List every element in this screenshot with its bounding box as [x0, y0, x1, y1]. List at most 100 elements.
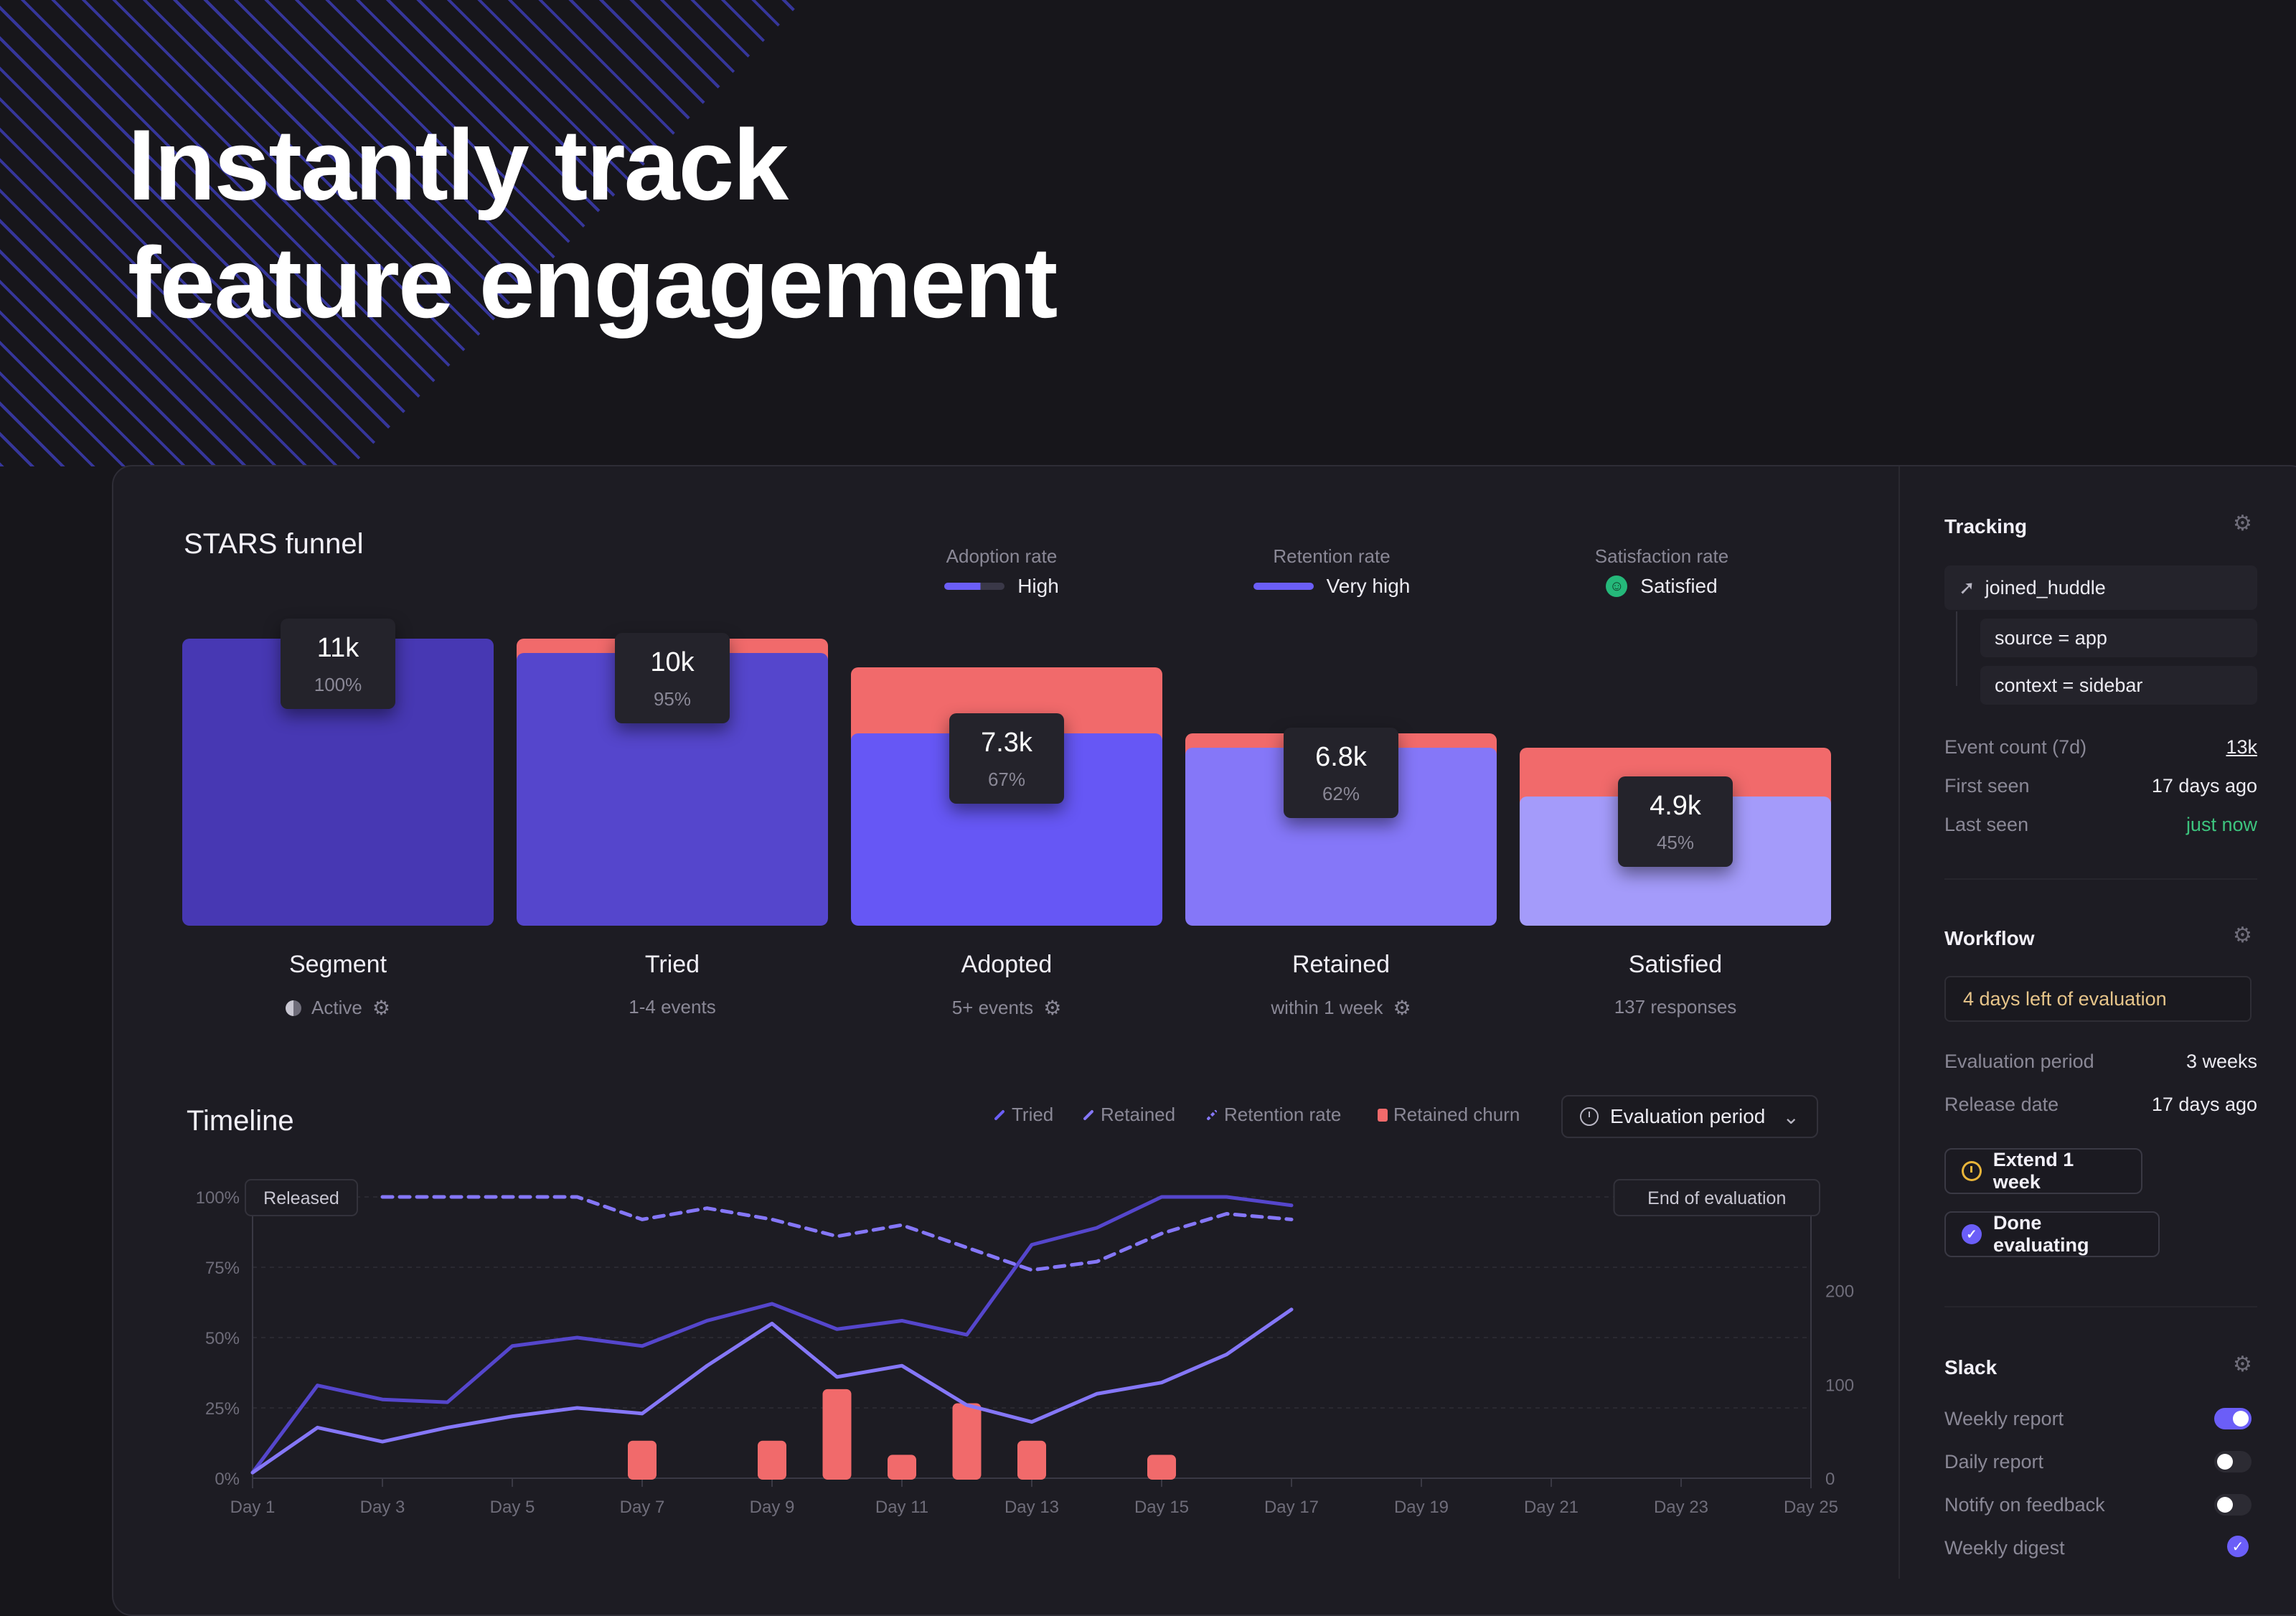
smile-icon: ☺: [1606, 576, 1628, 597]
x-tick-label: Day 3: [360, 1498, 405, 1517]
stage-sub-text: 1-4 events: [629, 996, 716, 1018]
funnel-value-badge: 4.9k 45%: [1618, 776, 1733, 867]
weekly-report-toggle[interactable]: [2214, 1408, 2252, 1429]
funnel-percent: 67%: [987, 769, 1026, 790]
y-left-tick-label: 25%: [205, 1399, 240, 1419]
tracking-settings-gear-icon[interactable]: ⚙: [2233, 512, 2252, 535]
notify-on-feedback-toggle[interactable]: [2214, 1494, 2252, 1516]
released-annotation: Released: [245, 1179, 358, 1216]
button-label: Extend 1 week: [1992, 1149, 2074, 1193]
legend-retained[interactable]: Retained: [1082, 1104, 1175, 1126]
workflow-settings-gear-icon[interactable]: ⚙: [2233, 924, 2252, 947]
row-value: just now: [2186, 814, 2257, 835]
row-label: Release date: [1944, 1094, 2059, 1115]
toggle-knob: [2217, 1454, 2233, 1470]
released-annotation-text: Released: [263, 1188, 339, 1208]
funnel-percent: 100%: [314, 674, 362, 695]
row-value: 3 weeks: [2186, 1051, 2257, 1072]
event-count-link[interactable]: 13k: [2226, 736, 2257, 758]
funnel-value-badge: 10k 95%: [615, 633, 730, 723]
retention-rate-legend-icon: [1206, 1109, 1218, 1121]
metric-label: Retention rate: [1273, 545, 1391, 567]
hero-title: Instantly track feature engagement: [128, 106, 1058, 342]
satisfaction-rate-metric: Satisfaction rate ☺ Satisfied: [1554, 545, 1769, 598]
y-right-tick-label: 0: [1825, 1470, 1835, 1489]
funnel-stage-sub: 137 responses: [1520, 996, 1831, 1018]
hero-title-line2: feature engagement: [128, 226, 1058, 339]
legend-retained-churn[interactable]: Retained churn: [1378, 1104, 1520, 1126]
toggle-knob: [2233, 1411, 2249, 1427]
x-tick-label: Day 5: [490, 1498, 535, 1517]
slack-item-label: Notify on feedback: [1944, 1494, 2105, 1516]
retention-rate-bar: [1253, 583, 1314, 590]
y-right-tick-label: 100: [1825, 1376, 1854, 1395]
extend-1-week-button[interactable]: Extend 1 week: [1944, 1148, 2142, 1194]
series-line-tried: [250, 1195, 1294, 1475]
tree-connector: [1956, 611, 1957, 686]
legend-retention-rate[interactable]: Retention rate: [1205, 1104, 1341, 1126]
stage-settings-gear-icon[interactable]: ⚙: [1043, 997, 1062, 1019]
legend-label: Retention rate: [1224, 1104, 1342, 1125]
event-name-box[interactable]: ➚ joined_huddle: [1944, 565, 2257, 610]
churn-bar: [822, 1389, 852, 1480]
stage-settings-gear-icon[interactable]: ⚙: [1393, 997, 1411, 1019]
funnel-value: 10k: [650, 647, 695, 677]
x-tick-label: Day 15: [1134, 1498, 1189, 1517]
funnel-value: 6.8k: [1315, 742, 1367, 772]
first-seen-row: First seen 17 days ago: [1944, 775, 2257, 797]
slack-item-label: Daily report: [1944, 1451, 2044, 1472]
x-tick-label: Day 1: [230, 1498, 276, 1517]
event-count-row: Event count (7d) 13k: [1944, 736, 2257, 758]
metric-label: Satisfaction rate: [1594, 545, 1729, 567]
evaluation-period-row: Evaluation period 3 weeks: [1944, 1051, 2257, 1073]
stage-settings-gear-icon[interactable]: ⚙: [372, 997, 390, 1019]
x-tick-label: Day 9: [750, 1498, 795, 1517]
churn-bar: [1147, 1455, 1176, 1480]
weekly-digest-check-icon[interactable]: ✓: [2227, 1536, 2249, 1557]
funnel-stage-sub: 1-4 events: [517, 996, 828, 1018]
churn-bar: [1017, 1440, 1046, 1480]
x-tick-label: Day 17: [1264, 1498, 1319, 1517]
filter-context[interactable]: context = sidebar: [1980, 666, 2257, 705]
series-line-retention-rate: [380, 1195, 1294, 1272]
timeline-title: Timeline: [187, 1105, 294, 1137]
event-name: joined_huddle: [1985, 576, 2106, 598]
funnel-value-badge: 11k 100%: [281, 619, 395, 709]
metric-value: High: [1017, 575, 1059, 597]
stage-sub-text: within 1 week: [1271, 997, 1383, 1018]
funnel-value: 11k: [316, 633, 359, 663]
slack-item-label: Weekly report: [1944, 1408, 2064, 1429]
end-of-evaluation-annotation: End of evaluation: [1613, 1179, 1820, 1216]
hero-title-line1: Instantly track: [128, 108, 789, 221]
row-value: 17 days ago: [2151, 775, 2257, 797]
funnel-value-badge: 6.8k 62%: [1284, 728, 1398, 818]
workflow-heading: Workflow: [1944, 927, 2035, 949]
metric-value: Very high: [1326, 575, 1411, 597]
x-tick-label: Day 23: [1654, 1498, 1708, 1517]
last-seen-row: Last seen just now: [1944, 814, 2257, 836]
filter-source[interactable]: source = app: [1980, 619, 2257, 657]
funnel-stage-name: Tried: [644, 951, 700, 978]
tracking-heading: Tracking: [1944, 515, 2028, 537]
metric-label: Adoption rate: [946, 545, 1058, 567]
metric-value: Satisfied: [1640, 575, 1718, 597]
sidebar: [1899, 466, 2296, 1579]
divider: [1944, 1306, 2257, 1307]
stage-sub-text: 137 responses: [1614, 996, 1737, 1018]
daily-report-toggle[interactable]: [2214, 1451, 2252, 1472]
funnel-percent: 62%: [1322, 783, 1360, 804]
end-of-evaluation-annotation-text: End of evaluation: [1647, 1188, 1786, 1208]
done-evaluating-button[interactable]: ✓ Done evaluating: [1944, 1211, 2160, 1257]
funnel-stage-name: Adopted: [961, 951, 1053, 978]
churn-bar: [628, 1440, 657, 1480]
row-label: Last seen: [1944, 814, 2029, 835]
slack-settings-gear-icon[interactable]: ⚙: [2233, 1353, 2252, 1376]
legend-tried[interactable]: Tried: [993, 1104, 1053, 1126]
row-value: 17 days ago: [2151, 1094, 2257, 1115]
y-left-tick-label: 100%: [196, 1188, 240, 1208]
clock-icon: [1580, 1107, 1599, 1126]
select-value: Evaluation period: [1610, 1105, 1766, 1127]
funnel-value: 7.3k: [981, 728, 1032, 758]
evaluation-period-select[interactable]: Evaluation period ⌄: [1561, 1095, 1818, 1138]
funnel-stage-sub: Active ⚙: [182, 996, 494, 1020]
